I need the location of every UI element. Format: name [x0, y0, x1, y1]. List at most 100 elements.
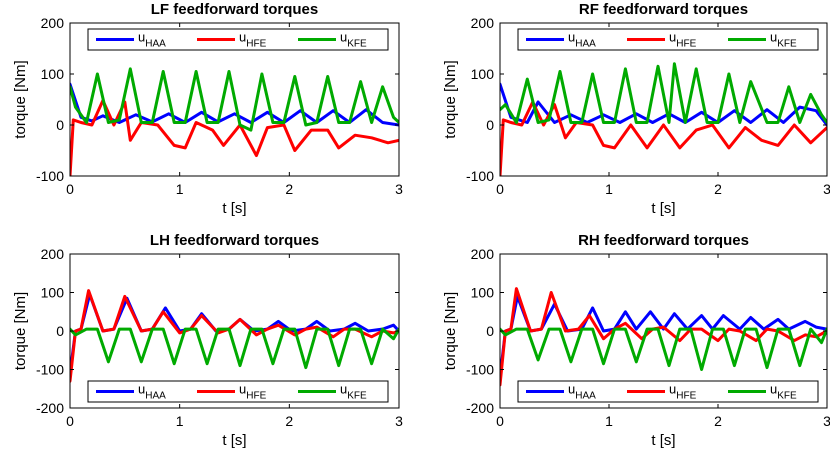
lh-legend: uHAA uHFE uKFE — [87, 380, 389, 403]
lh-ylabel: torque [Nm] — [12, 292, 29, 370]
rf-series-haa-line — [500, 82, 827, 127]
rf-series-kfe-line — [500, 62, 827, 124]
rf-legend-box — [517, 28, 819, 51]
rh-ytick-label: -100 — [466, 362, 494, 378]
rh-legend-label-kfe: uKFE — [770, 382, 797, 402]
lf-axes-box — [69, 22, 400, 177]
lf-xtick-label: 1 — [176, 181, 184, 197]
lh-legend-subscript-kfe: KFE — [347, 391, 367, 402]
lf-legend-label-kfe: uKFE — [340, 30, 367, 50]
lh-ytick-label: -100 — [36, 362, 64, 378]
rh-panel: RH feedforward torques 0 1 2 3 -200 -100 0 100 20… — [442, 232, 830, 449]
rh-legend-subscript-hfe: HFE — [676, 391, 696, 402]
lh-series-kfe-line — [70, 327, 399, 370]
rh-legend-symbol-hfe: u — [669, 382, 676, 397]
lh-legend-symbol-haa: u — [138, 382, 145, 397]
rh-xlabel: t [s] — [651, 432, 675, 449]
lh-legend-label-haa: uHAA — [138, 382, 166, 402]
lh-xlabel: t [s] — [222, 432, 246, 449]
lf-legend-symbol-haa: u — [138, 30, 145, 45]
lh-ytick-label: -200 — [36, 400, 64, 416]
lf-legend-box — [87, 28, 389, 51]
lf-ytick-label: 100 — [41, 66, 65, 82]
rh-legend-label-hfe: uHFE — [669, 382, 697, 402]
rh-legend: uHAA uHFE uKFE — [517, 380, 819, 403]
rf-xtick-label: 2 — [714, 181, 722, 197]
lf-legend: uHAA uHFE uKFE — [87, 28, 389, 51]
rf-title: RF feedforward torques — [579, 1, 748, 18]
rh-ytick-label: 0 — [486, 323, 494, 339]
rf-legend-label-kfe: uKFE — [770, 30, 797, 50]
lf-ylabel: torque [Nm] — [12, 60, 29, 138]
rf-legend-symbol-hfe: u — [669, 30, 676, 45]
rf-ytick-label: 0 — [486, 117, 494, 133]
lh-legend-subscript-hfe: HFE — [246, 391, 266, 402]
rf-xtick-label: 1 — [605, 181, 613, 197]
lh-ytick-label: 100 — [41, 285, 65, 301]
lf-legend-subscript-hfe: HFE — [246, 39, 266, 50]
rf-legend: uHAA uHFE uKFE — [517, 28, 819, 51]
lh-xtick-label: 3 — [395, 413, 403, 429]
lf-ytick-label: 0 — [56, 117, 64, 133]
lf-xtick-label: 2 — [285, 181, 293, 197]
lf-title: LF feedforward torques — [151, 1, 319, 18]
lh-panel: LH feedforward torques 0 1 2 3 -200 -100 0 100 20… — [12, 232, 403, 449]
rh-xtick-label: 3 — [823, 413, 830, 429]
lh-legend-symbol-hfe: u — [239, 382, 246, 397]
rh-legend-subscript-haa: HAA — [575, 391, 596, 402]
lf-legend-label-hfe: uHFE — [239, 30, 267, 50]
lh-legend-subscript-haa: HAA — [145, 391, 166, 402]
lh-legend-label-hfe: uHFE — [239, 382, 267, 402]
rf-legend-symbol-haa: u — [568, 30, 575, 45]
rf-legend-label-haa: uHAA — [568, 30, 596, 50]
lh-ytick-label: 200 — [41, 246, 65, 262]
rh-title: RH feedforward torques — [578, 232, 749, 249]
lf-legend-subscript-kfe: KFE — [347, 39, 367, 50]
rh-ytick-label: 200 — [471, 246, 495, 262]
lh-xtick-label: 2 — [285, 413, 293, 429]
rf-axes-box — [499, 22, 828, 177]
rf-xtick-label: 0 — [496, 181, 504, 197]
rf-ylabel: torque [Nm] — [442, 60, 459, 138]
rh-legend-symbol-haa: u — [568, 382, 575, 397]
rf-ytick-label: 100 — [471, 66, 495, 82]
lh-legend-label-kfe: uKFE — [340, 382, 367, 402]
rf-xtick-label: 3 — [823, 181, 830, 197]
rh-ytick-label: 100 — [471, 285, 495, 301]
lf-series-hfe-line — [70, 99, 399, 176]
rf-legend-subscript-hfe: HFE — [676, 39, 696, 50]
rf-legend-label-hfe: uHFE — [669, 30, 697, 50]
rh-ylabel: torque [Nm] — [442, 292, 459, 370]
rh-legend-box — [517, 380, 819, 403]
lh-ytick-label: 0 — [56, 323, 64, 339]
rh-legend-symbol-kfe: u — [770, 382, 777, 397]
rh-series-haa-line — [500, 294, 827, 379]
lh-xtick-label: 0 — [66, 413, 74, 429]
rh-legend-label-haa: uHAA — [568, 382, 596, 402]
rf-ytick-label: 200 — [471, 15, 495, 31]
rf-legend-subscript-haa: HAA — [575, 39, 596, 50]
lh-xtick-label: 1 — [176, 413, 184, 429]
lh-legend-symbol-kfe: u — [340, 382, 347, 397]
lf-xtick-label: 3 — [395, 181, 403, 197]
lf-legend-label-haa: uHAA — [138, 30, 166, 50]
lf-xlabel: t [s] — [222, 200, 246, 217]
rh-xtick-label: 0 — [496, 413, 504, 429]
lf-xtick-label: 0 — [66, 181, 74, 197]
rf-xlabel: t [s] — [651, 200, 675, 217]
rh-ytick-label: -200 — [466, 400, 494, 416]
rh-series-hfe-line — [500, 287, 827, 387]
rh-legend-subscript-kfe: KFE — [777, 391, 797, 402]
rf-legend-subscript-kfe: KFE — [777, 39, 797, 50]
lf-legend-subscript-haa: HAA — [145, 39, 166, 50]
lf-ytick-label: 200 — [41, 15, 65, 31]
rh-series-kfe-line — [500, 327, 827, 371]
lh-title: LH feedforward torques — [150, 232, 319, 249]
lf-series-kfe-line — [70, 67, 399, 132]
lf-ytick-label: -100 — [36, 168, 64, 184]
lf-legend-symbol-hfe: u — [239, 30, 246, 45]
rf-ytick-label: -100 — [466, 168, 494, 184]
